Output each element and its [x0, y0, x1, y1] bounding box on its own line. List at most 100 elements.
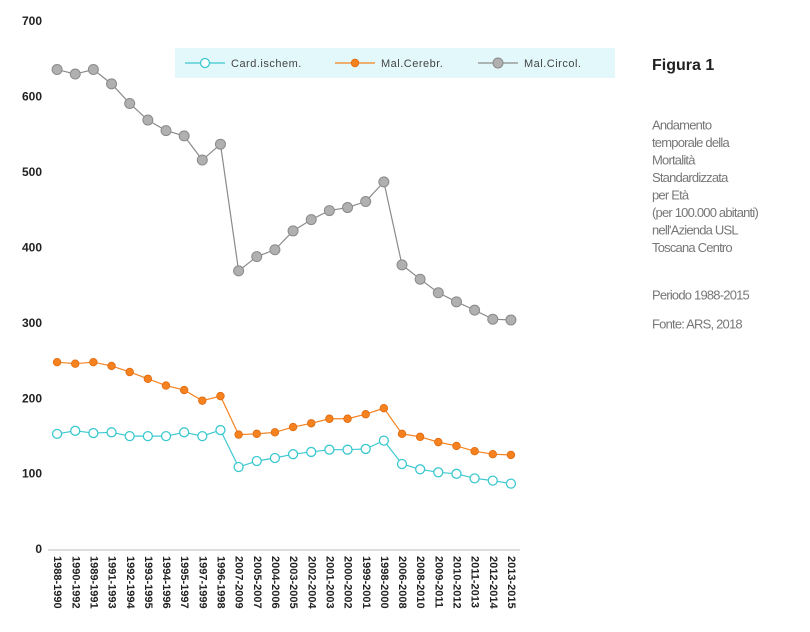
description-line: (per 100.000 abitanti): [652, 205, 758, 220]
description-line: per Età: [652, 187, 690, 202]
point: [378, 176, 390, 188]
point: [233, 461, 244, 473]
point: [70, 425, 81, 436]
source: Fonte: ARS, 2018: [652, 316, 742, 331]
point: [305, 214, 317, 226]
point: [269, 452, 281, 464]
point: [379, 403, 389, 413]
point: [124, 97, 136, 109]
point: [323, 205, 335, 217]
point: [142, 114, 154, 126]
description-line: nell'Azienda USL: [652, 222, 738, 237]
y-tick-label: 600: [22, 90, 42, 104]
x-tick-label: 2012-2014: [487, 556, 499, 609]
point: [433, 467, 444, 478]
point: [71, 359, 80, 368]
x-tick-label: 2007-2009: [233, 556, 245, 609]
x-tick-label: 1998-2000: [378, 556, 390, 609]
point: [488, 450, 497, 459]
x-tick-label: 2013-2015: [505, 556, 517, 609]
point: [161, 381, 171, 390]
x-tick-label: 1991-1993: [106, 556, 118, 609]
point: [178, 130, 190, 142]
legend-label: Mal.Circol.: [524, 58, 581, 70]
series-line: [57, 361, 511, 456]
point: [288, 422, 298, 432]
x-tick-label: 2004-2006: [269, 556, 281, 609]
point: [198, 396, 207, 405]
point: [143, 374, 153, 383]
description-line: Toscana Centro: [652, 240, 732, 255]
point: [307, 419, 316, 428]
x-tick-label: 1995-1997: [178, 556, 190, 609]
point: [179, 427, 190, 438]
x-tick-label: 2008-2010: [414, 556, 426, 609]
x-tick-label: 1988-1990: [51, 556, 63, 609]
description-line: temporale della: [652, 135, 730, 150]
point: [214, 138, 226, 150]
x-tick-label: 2005-2007: [251, 556, 263, 609]
y-tick-label: 100: [22, 467, 42, 481]
point: [52, 357, 62, 367]
point: [287, 449, 299, 460]
point: [69, 68, 81, 80]
point: [342, 202, 354, 214]
point: [396, 458, 408, 470]
point: [506, 450, 516, 460]
point: [487, 313, 499, 325]
point: [342, 444, 353, 455]
x-tick-label: 2000-2002: [342, 556, 354, 609]
chart-title: Figura 1: [652, 57, 714, 74]
x-tick-label: 2011-2013: [469, 556, 481, 608]
point: [106, 78, 118, 90]
point: [196, 154, 208, 166]
series-line: [56, 68, 511, 321]
point: [124, 430, 135, 442]
point: [469, 473, 480, 484]
x-tick-label: 1996-1998: [215, 556, 227, 609]
point: [179, 385, 189, 395]
point: [487, 475, 498, 486]
y-tick-label: 500: [22, 165, 42, 179]
point: [233, 265, 245, 277]
x-tick-label: 2010-2012: [451, 556, 463, 609]
x-tick-label: 2009-2011: [432, 556, 444, 608]
point: [287, 225, 299, 237]
legend-label: Card.ischem.: [231, 58, 302, 70]
x-tick-label: 1990-1992: [69, 556, 81, 609]
point: [106, 427, 117, 438]
point: [378, 435, 389, 446]
point: [107, 361, 116, 371]
point: [451, 468, 462, 479]
point: [505, 478, 517, 489]
point: [414, 273, 426, 285]
point: [432, 287, 444, 299]
description-line: Andamento: [652, 117, 712, 132]
x-tick-label: 1997-1999: [196, 556, 208, 609]
x-tick-label: 2002-2004: [305, 556, 317, 609]
point: [324, 444, 335, 455]
point: [434, 437, 443, 447]
point: [88, 427, 99, 439]
legend-box: [175, 48, 615, 78]
x-tick-label: 1993-1995: [142, 556, 154, 609]
point: [51, 64, 63, 76]
x-tick-label: 2003-2005: [287, 556, 299, 609]
x-tick-label: 2001-2003: [323, 556, 335, 609]
point: [450, 296, 462, 308]
description-line: Mortalità: [652, 152, 696, 167]
point: [306, 446, 317, 458]
point: [89, 357, 98, 367]
point: [360, 196, 372, 208]
point: [415, 432, 425, 442]
point: [160, 430, 172, 442]
point: [269, 244, 281, 256]
point: [125, 367, 134, 377]
point: [470, 446, 479, 456]
point: [197, 430, 208, 442]
point: [397, 429, 407, 439]
point: [270, 428, 280, 437]
point: [350, 58, 360, 68]
point: [215, 424, 226, 436]
point: [360, 443, 371, 455]
